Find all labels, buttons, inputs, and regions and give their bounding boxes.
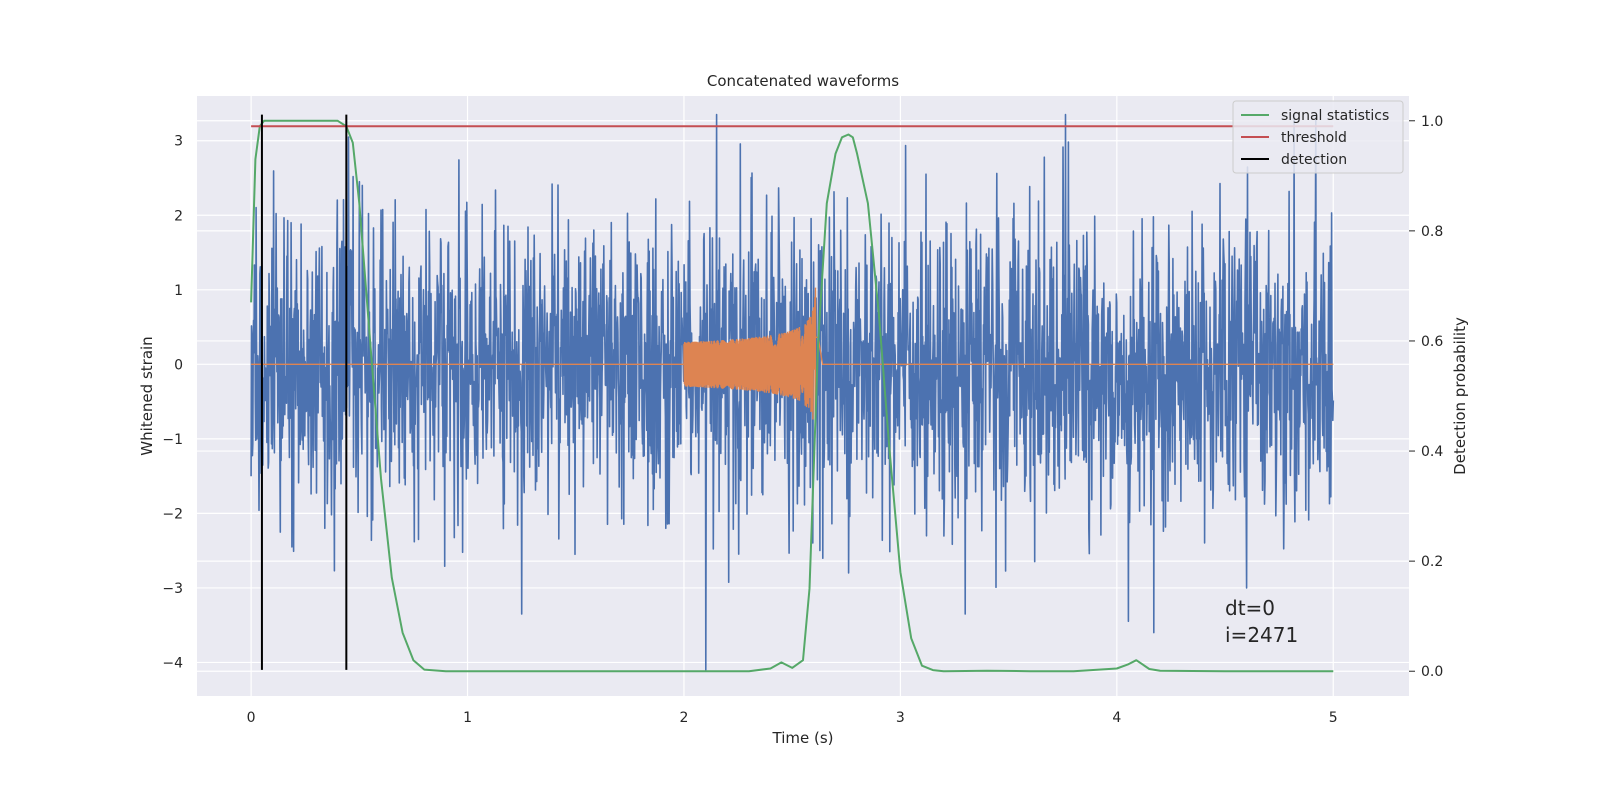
x-tick-label: 4 — [1112, 710, 1121, 726]
y-tick-label: 0 — [174, 357, 183, 373]
y-tick-label: 1 — [174, 283, 183, 299]
y2-tick-label: 0.6 — [1421, 334, 1443, 350]
legend-box — [1232, 100, 1404, 174]
chart-title: Concatenated waveforms — [707, 72, 899, 90]
y2-tick-label: 0.2 — [1421, 554, 1443, 570]
y-tick-label: −4 — [162, 655, 183, 671]
annotation-index: i=2471 — [1225, 623, 1298, 647]
y2-tick-label: 0.8 — [1421, 224, 1443, 240]
x-tick-label: 3 — [896, 710, 905, 726]
x-tick-label: 1 — [463, 710, 472, 726]
x-tick-label: 2 — [680, 710, 689, 726]
x-tick-label: 5 — [1329, 710, 1338, 726]
y2-axis-label: Detection probability — [1451, 317, 1469, 475]
legend-label-signal-statistics: signal statistics — [1281, 108, 1389, 124]
legend-label-threshold: threshold — [1281, 130, 1347, 146]
legend: signal statistics threshold detection — [1232, 100, 1404, 174]
y-tick-label: −1 — [162, 432, 183, 448]
x-axis-label: Time (s) — [772, 729, 834, 747]
y-tick-label: 3 — [174, 134, 183, 150]
y2-tick-label: 1.0 — [1421, 114, 1443, 130]
legend-label-detection: detection — [1281, 152, 1347, 168]
annotation-dt: dt=0 — [1225, 596, 1275, 620]
y2-tick-label: 0.4 — [1421, 444, 1443, 460]
x-tick-label: 0 — [247, 710, 256, 726]
probability-series — [250, 119, 1334, 673]
y-axis-label: Whitened strain — [138, 336, 156, 455]
injected-waveform-line — [251, 287, 1334, 422]
y-axis-ticks: 3 2 1 0 −1 −2 −3 −4 — [162, 134, 183, 672]
y2-axis-ticks: 1.0 0.8 0.6 0.4 0.2 0.0 — [1409, 114, 1443, 680]
y-tick-label: −3 — [162, 581, 183, 597]
detection-lines — [260, 114, 348, 670]
x-axis-ticks: 0 1 2 3 4 5 — [247, 710, 1338, 726]
y-tick-label: 2 — [174, 208, 183, 224]
annotation: dt=0 i=2471 — [1225, 596, 1298, 647]
y2-tick-label: 0.0 — [1421, 664, 1443, 680]
injected-waveform-series — [251, 287, 1334, 422]
y-tick-label: −2 — [162, 506, 183, 522]
